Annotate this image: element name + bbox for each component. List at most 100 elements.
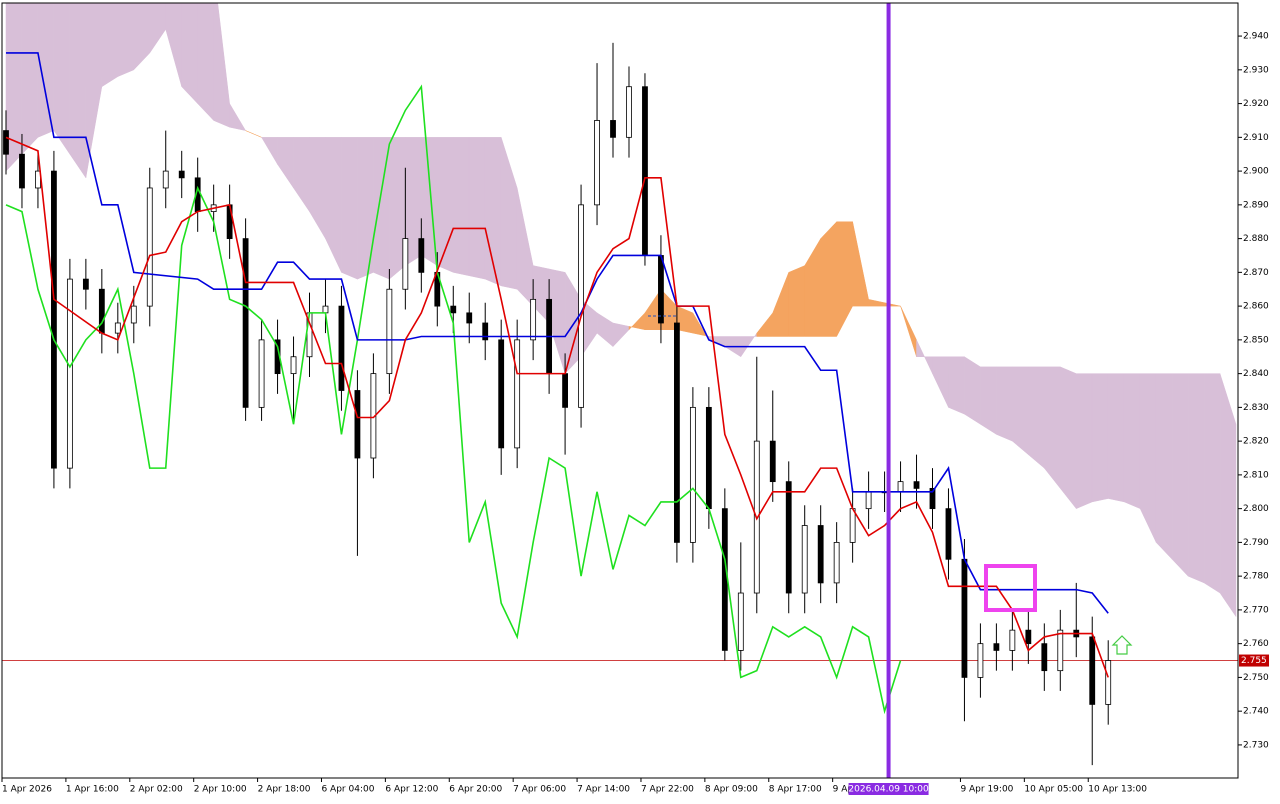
cloud-segment <box>197 3 214 122</box>
candle-body <box>897 481 904 493</box>
cloud-segment <box>181 3 198 105</box>
y-tick-label: 2.940 <box>1243 32 1269 42</box>
candle-body <box>178 170 185 179</box>
candle-body <box>913 481 920 489</box>
x-tick-label: 9 Apr 19:00 <box>960 785 1013 795</box>
cloud-segment <box>1219 373 1237 618</box>
candle-body <box>737 592 744 651</box>
highlight-box <box>984 564 1037 612</box>
cloud-segment <box>1028 366 1045 469</box>
candle-body <box>98 288 105 334</box>
candle-body <box>626 86 632 138</box>
candle-body <box>674 322 680 543</box>
y-tick-label: 2.850 <box>1243 335 1269 345</box>
plot-border <box>1 2 1239 779</box>
cloud-segment <box>133 3 151 71</box>
x-tick-label: 10 Apr 13:00 <box>1088 785 1147 795</box>
candle-body <box>594 120 600 206</box>
x-tick-label: 8 Apr 17:00 <box>769 785 822 795</box>
cloud-segment <box>980 366 997 435</box>
x-tick-label: 6 Apr 04:00 <box>321 785 374 795</box>
cloud-segment <box>1171 373 1189 577</box>
candle-body <box>1057 629 1064 672</box>
candle-body <box>450 305 457 314</box>
x-tick-label: 7 Apr 14:00 <box>577 785 630 795</box>
y-tick-label: 2.860 <box>1243 302 1269 312</box>
cloud-segment <box>1107 373 1125 503</box>
cloud-segment <box>117 3 135 77</box>
cloud-segment <box>1203 373 1221 594</box>
cloud-segment <box>229 102 247 131</box>
candle-body <box>833 541 840 584</box>
candle-body <box>82 278 89 290</box>
candle-body <box>418 238 425 273</box>
y-tick-label: 2.830 <box>1243 403 1269 413</box>
cloud-segment <box>1076 373 1093 510</box>
candle-body <box>578 204 584 408</box>
x-tick-label: 2 Apr 10:00 <box>194 785 247 795</box>
candle-body <box>498 339 505 449</box>
candle-body <box>1041 643 1048 672</box>
candle-body <box>1089 636 1096 705</box>
cloud <box>5 3 1237 618</box>
candle-body <box>961 558 968 678</box>
candle-body <box>865 491 872 510</box>
candle-body <box>721 508 728 651</box>
indicator-line <box>5 136 1109 678</box>
cloud-segment <box>964 356 981 425</box>
candle-body <box>817 525 824 584</box>
x-tick-label: 9 Apr <box>833 785 857 795</box>
candle-body <box>466 312 473 324</box>
candle-body <box>66 278 73 469</box>
candle-body <box>19 153 25 189</box>
vline-label: 2026.04.09 10:00 <box>848 785 929 795</box>
y-tick-label: 2.870 <box>1243 268 1269 278</box>
cloud-segment <box>1012 366 1029 456</box>
y-tick-label: 2.890 <box>1243 200 1269 210</box>
cloud-segment <box>341 137 358 280</box>
y-tick-label: 2.930 <box>1243 65 1269 75</box>
candle-body <box>977 643 984 678</box>
y-tick-label: 2.780 <box>1243 572 1269 582</box>
candle-body <box>705 406 712 510</box>
y-tick-label: 2.900 <box>1243 167 1269 177</box>
candle-body <box>993 643 1000 651</box>
cloud-segment <box>37 3 55 138</box>
candle-body <box>1009 629 1016 651</box>
cloud-segment <box>149 3 166 54</box>
x-tick-label: 2 Apr 18:00 <box>258 785 311 795</box>
candle-body <box>402 238 409 290</box>
axes: 2.730 2.740 2.750 2.760 2.770 2.780 2.790 2.800… <box>1 32 1269 795</box>
x-tick-label: 7 Apr 22:00 <box>641 785 694 795</box>
candle-body <box>1025 629 1032 645</box>
candle-body <box>929 487 936 510</box>
y-tick-label: 2.750 <box>1243 673 1269 683</box>
candle-body <box>801 525 808 594</box>
cloud-segment <box>453 137 470 277</box>
candle-body <box>146 187 153 307</box>
cloud-segment <box>21 3 39 155</box>
cloud-segment <box>1187 373 1205 584</box>
cloud-segment <box>788 265 805 337</box>
cloud-segment <box>53 3 71 156</box>
candle-body <box>562 373 568 408</box>
candle-body <box>322 305 329 314</box>
y-tick-label: 2.730 <box>1243 740 1269 750</box>
x-tick-label: 1 Apr 16:00 <box>66 785 119 795</box>
cloud-segment <box>948 356 965 415</box>
cloud-segment <box>1155 373 1173 560</box>
x-tick-label: 10 Apr 05:00 <box>1024 785 1083 795</box>
vline-label-bg <box>848 783 929 795</box>
x-tick-label: 7 Apr 06:00 <box>513 785 566 795</box>
candle-body <box>51 170 57 469</box>
x-tick-label: 6 Apr 12:00 <box>385 785 438 795</box>
y-tick-label: 2.840 <box>1243 369 1269 379</box>
indicator-line <box>5 84 902 715</box>
y-tick-label: 2.770 <box>1243 605 1269 615</box>
candle-body <box>658 255 664 324</box>
candle-body <box>945 508 952 560</box>
plot-area <box>2 3 1238 778</box>
cloud-segment <box>1123 373 1141 510</box>
cloud-segment <box>468 137 486 280</box>
candle-body <box>338 305 345 391</box>
